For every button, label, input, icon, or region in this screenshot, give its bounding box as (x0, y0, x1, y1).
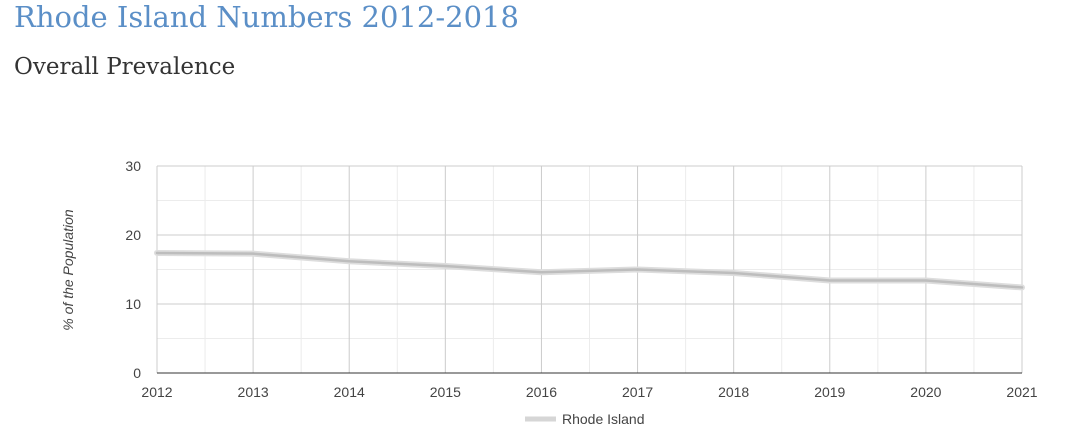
page-title: Rhode Island Numbers 2012-2018 (14, 0, 519, 34)
data-point[interactable] (444, 264, 447, 268)
legend-label-rhode-island: Rhode Island (562, 411, 645, 427)
x-tick-label: 2020 (910, 384, 941, 400)
chart-legend[interactable]: Rhode Island (525, 411, 645, 427)
y-tick-label: 20 (125, 227, 141, 243)
chart-series (154, 249, 1025, 291)
chart-tick-labels: 0 10 20 30 2012 2013 2014 2015 2016 2017 2018 2019 2… (125, 158, 1037, 400)
x-tick-label: 2021 (1006, 384, 1037, 400)
x-tick-label: 2019 (814, 384, 845, 400)
x-tick-label: 2012 (141, 384, 172, 400)
data-point[interactable] (348, 260, 351, 263)
y-tick-label: 10 (125, 296, 141, 312)
data-point[interactable] (732, 271, 735, 275)
data-point[interactable] (636, 268, 639, 271)
x-tick-label: 2017 (622, 384, 653, 400)
y-axis-title: % of the Population (60, 209, 76, 331)
data-point[interactable] (924, 279, 928, 282)
section-title: Overall Prevalence (14, 54, 236, 80)
x-tick-label: 2013 (238, 384, 269, 400)
y-tick-label: 30 (125, 158, 141, 174)
x-tick-label: 2018 (718, 384, 749, 400)
data-point[interactable] (155, 251, 159, 255)
x-tick-label: 2016 (526, 384, 557, 400)
data-point[interactable] (828, 279, 831, 282)
x-tick-label: 2015 (430, 384, 461, 400)
x-tick-label: 2014 (334, 384, 365, 400)
data-point[interactable] (1020, 286, 1024, 289)
data-point[interactable] (540, 271, 543, 274)
data-point[interactable] (251, 252, 255, 255)
y-tick-label: 0 (133, 365, 141, 381)
series-line-rhode-island[interactable] (155, 251, 1024, 289)
